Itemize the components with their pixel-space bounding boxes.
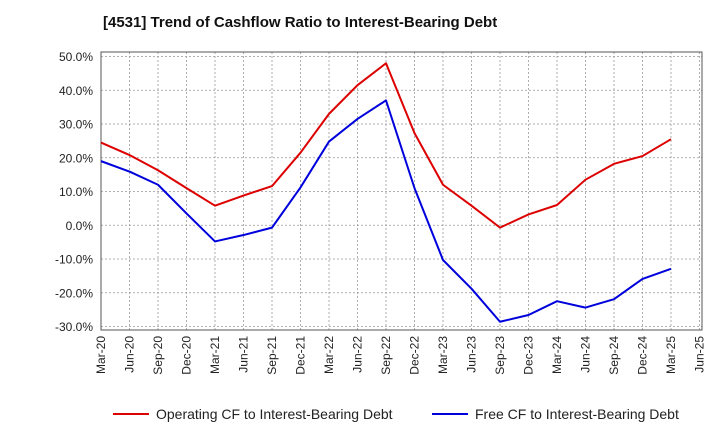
x-tick-label: Mar-23 — [436, 336, 450, 374]
y-tick-label: 20.0% — [59, 151, 93, 165]
x-tick-label: Jun-21 — [237, 336, 251, 373]
legend-label-1: Operating CF to Interest-Bearing Debt — [156, 406, 393, 422]
legend-label-2: Free CF to Interest-Bearing Debt — [475, 406, 679, 422]
y-tick-label: 30.0% — [59, 118, 93, 132]
series-line-1 — [100, 62, 672, 229]
axis-layer: 50.0% 40.0% 30.0% 20.0% 10.0% 0.0% -10.0% -20.0… — [55, 50, 707, 375]
plot-background — [101, 52, 702, 330]
y-tick-label: 0.0% — [66, 219, 94, 233]
series-line-2 — [100, 99, 672, 323]
plot-frame — [100, 51, 703, 331]
x-tick-label: Mar-21 — [208, 336, 222, 374]
x-tick-label: Dec-20 — [180, 336, 194, 375]
x-tick-label: Sep-24 — [607, 336, 621, 375]
legend-layer: Operating CF to Interest-Bearing Debt Fre… — [113, 406, 679, 422]
y-tick-label: 10.0% — [59, 185, 93, 199]
y-tick-label: 50.0% — [59, 50, 93, 64]
x-tick-label: Mar-22 — [322, 336, 336, 374]
x-tick-label: Mar-25 — [664, 336, 678, 374]
y-tick-label: -10.0% — [55, 253, 93, 267]
grid-layer — [100, 52, 702, 330]
x-tick-label: Jun-23 — [465, 336, 479, 373]
x-tick-label: Jun-22 — [351, 336, 365, 373]
chart-title: [4531] Trend of Cashflow Ratio to Intere… — [103, 14, 498, 31]
x-tick-label: Sep-22 — [379, 336, 393, 375]
x-tick-label: Dec-21 — [294, 336, 308, 375]
series-layer — [100, 62, 672, 323]
x-tick-label: Jun-24 — [579, 336, 593, 373]
x-tick-label: Dec-22 — [408, 336, 422, 375]
y-tick-label: -20.0% — [55, 286, 93, 300]
x-tick-label: Jun-20 — [123, 336, 137, 373]
x-tick-label: Sep-23 — [493, 336, 507, 375]
y-tick-label: -30.0% — [55, 320, 93, 334]
x-tick-label: Mar-20 — [94, 336, 108, 374]
x-tick-label: Sep-20 — [151, 336, 165, 375]
x-tick-label: Jun-25 — [693, 336, 707, 373]
x-tick-label: Dec-23 — [522, 336, 536, 375]
x-tick-label: Sep-21 — [265, 336, 279, 375]
y-tick-label: 40.0% — [59, 84, 93, 98]
x-tick-label: Dec-24 — [636, 336, 650, 375]
x-tick-label: Mar-24 — [550, 336, 564, 374]
